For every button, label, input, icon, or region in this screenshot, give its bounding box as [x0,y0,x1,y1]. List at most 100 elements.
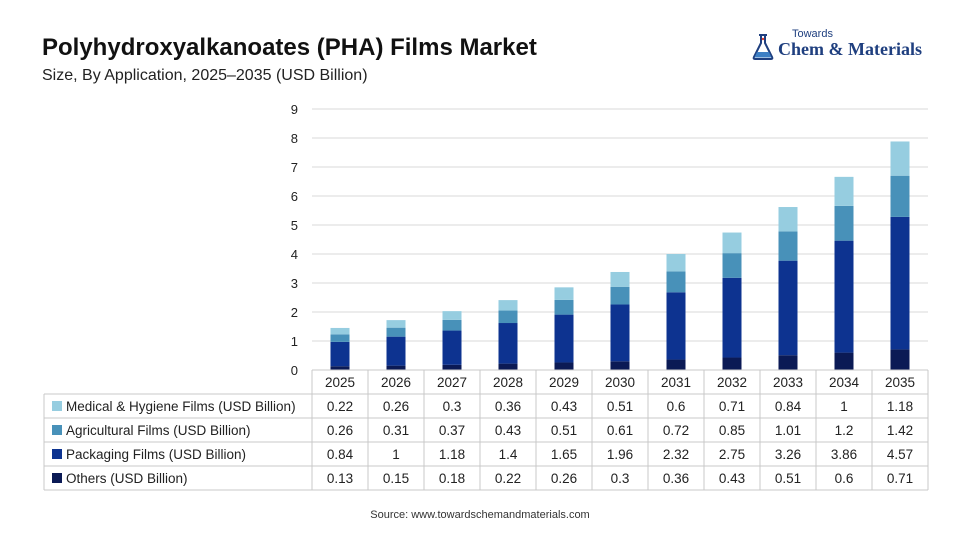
chart-subtitle: Size, By Application, 2025–2035 (USD Bil… [42,67,368,84]
bar-segment [890,216,910,350]
bar-segment [554,287,574,300]
legend-label: Others (USD Billion) [66,471,188,486]
bar-segment [890,175,910,217]
bar-segment [834,176,854,206]
legend-swatch [52,425,62,435]
bar-segment [498,323,518,364]
data-label: 2.32 [663,447,689,462]
bar-segment [778,231,798,261]
bar-segment [834,352,854,370]
x-tick-label: 2026 [381,375,411,390]
logo-small-text: Towards [792,28,833,40]
y-tick-label: 8 [291,131,298,146]
data-label: 1.18 [887,399,913,414]
bar-segment [890,349,910,370]
bar-segment [834,205,854,241]
y-tick-label: 0 [291,363,298,378]
data-label: 1.96 [607,447,633,462]
data-label: 0.26 [551,471,577,486]
data-label: 1.01 [775,423,801,438]
data-label: 0.43 [551,399,577,414]
data-label: 0.51 [607,399,633,414]
data-label: 0.18 [439,471,465,486]
x-tick-label: 2030 [605,375,635,390]
bar-segment [722,232,742,254]
data-label: 1.2 [835,423,854,438]
bar-segment [498,310,518,324]
bar-segment [610,361,630,370]
bar-segment [722,357,742,370]
data-label: 0.26 [383,399,409,414]
data-label: 0.61 [607,423,633,438]
y-tick-label: 4 [291,247,298,262]
y-tick-label: 6 [291,189,298,204]
y-tick-label: 5 [291,218,298,233]
data-label: 0.51 [551,423,577,438]
y-tick-label: 7 [291,160,298,175]
flask-icon [752,34,774,60]
chart-title: Polyhydroxyalkanoates (PHA) Films Market [42,34,537,61]
x-tick-label: 2029 [549,375,579,390]
bar-segment [386,365,406,370]
legend-label: Medical & Hygiene Films (USD Billion) [66,399,296,414]
data-label: 0.36 [663,471,689,486]
x-tick-label: 2032 [717,375,747,390]
data-label: 0.43 [719,471,745,486]
data-label: 1.4 [499,447,518,462]
bar-segment [498,363,518,370]
bar-segment [610,304,630,362]
bar-segment [442,364,462,370]
bar-segment [442,311,462,320]
y-tick-label: 2 [291,305,298,320]
bar-segment [386,320,406,328]
bar-segment [666,292,686,360]
bar-segment [610,286,630,305]
data-label: 0.84 [327,447,354,462]
legend-swatch [52,401,62,411]
legend-label: Packaging Films (USD Billion) [66,447,246,462]
data-label: 0.37 [439,423,465,438]
bar-segment [554,299,574,315]
x-tick-label: 2035 [885,375,915,390]
data-label: 0.71 [887,471,913,486]
logo-big-text: Chem & Materials [778,39,922,59]
y-tick-label: 3 [291,276,298,291]
bar-segment [666,254,686,272]
data-label: 0.22 [327,399,353,414]
bar-segment [778,355,798,370]
data-label: 0.43 [495,423,521,438]
bar-segment [554,314,574,363]
legend-label: Agricultural Films (USD Billion) [66,423,251,438]
data-label: 0.22 [495,471,521,486]
bar-segment [498,300,518,311]
data-label: 0.71 [719,399,745,414]
bar-segment [890,141,910,176]
x-tick-label: 2033 [773,375,803,390]
data-label: 0.6 [835,471,854,486]
bar-segment [554,362,574,370]
bar-segment [442,319,462,331]
data-label: 0.13 [327,471,353,486]
data-label: 0.51 [775,471,801,486]
source-note: Source: www.towardschemandmaterials.com [370,509,590,521]
x-tick-label: 2027 [437,375,467,390]
bar-segment [666,271,686,293]
bar-segment [722,253,742,278]
data-label: 3.86 [831,447,857,462]
data-label: 0.15 [383,471,409,486]
legend-swatch [52,449,62,459]
data-label: 2.75 [719,447,745,462]
data-label: 1.65 [551,447,577,462]
data-label: 1 [840,399,848,414]
bar-segment [442,330,462,365]
data-label: 0.31 [383,423,409,438]
x-tick-label: 2025 [325,375,355,390]
bar-segment [330,341,350,367]
data-label: 0.36 [495,399,521,414]
bar-segment [666,359,686,370]
legend-swatch [52,473,62,483]
x-tick-label: 2031 [661,375,691,390]
data-label: 0.3 [443,399,462,414]
bar-segment [330,334,350,342]
